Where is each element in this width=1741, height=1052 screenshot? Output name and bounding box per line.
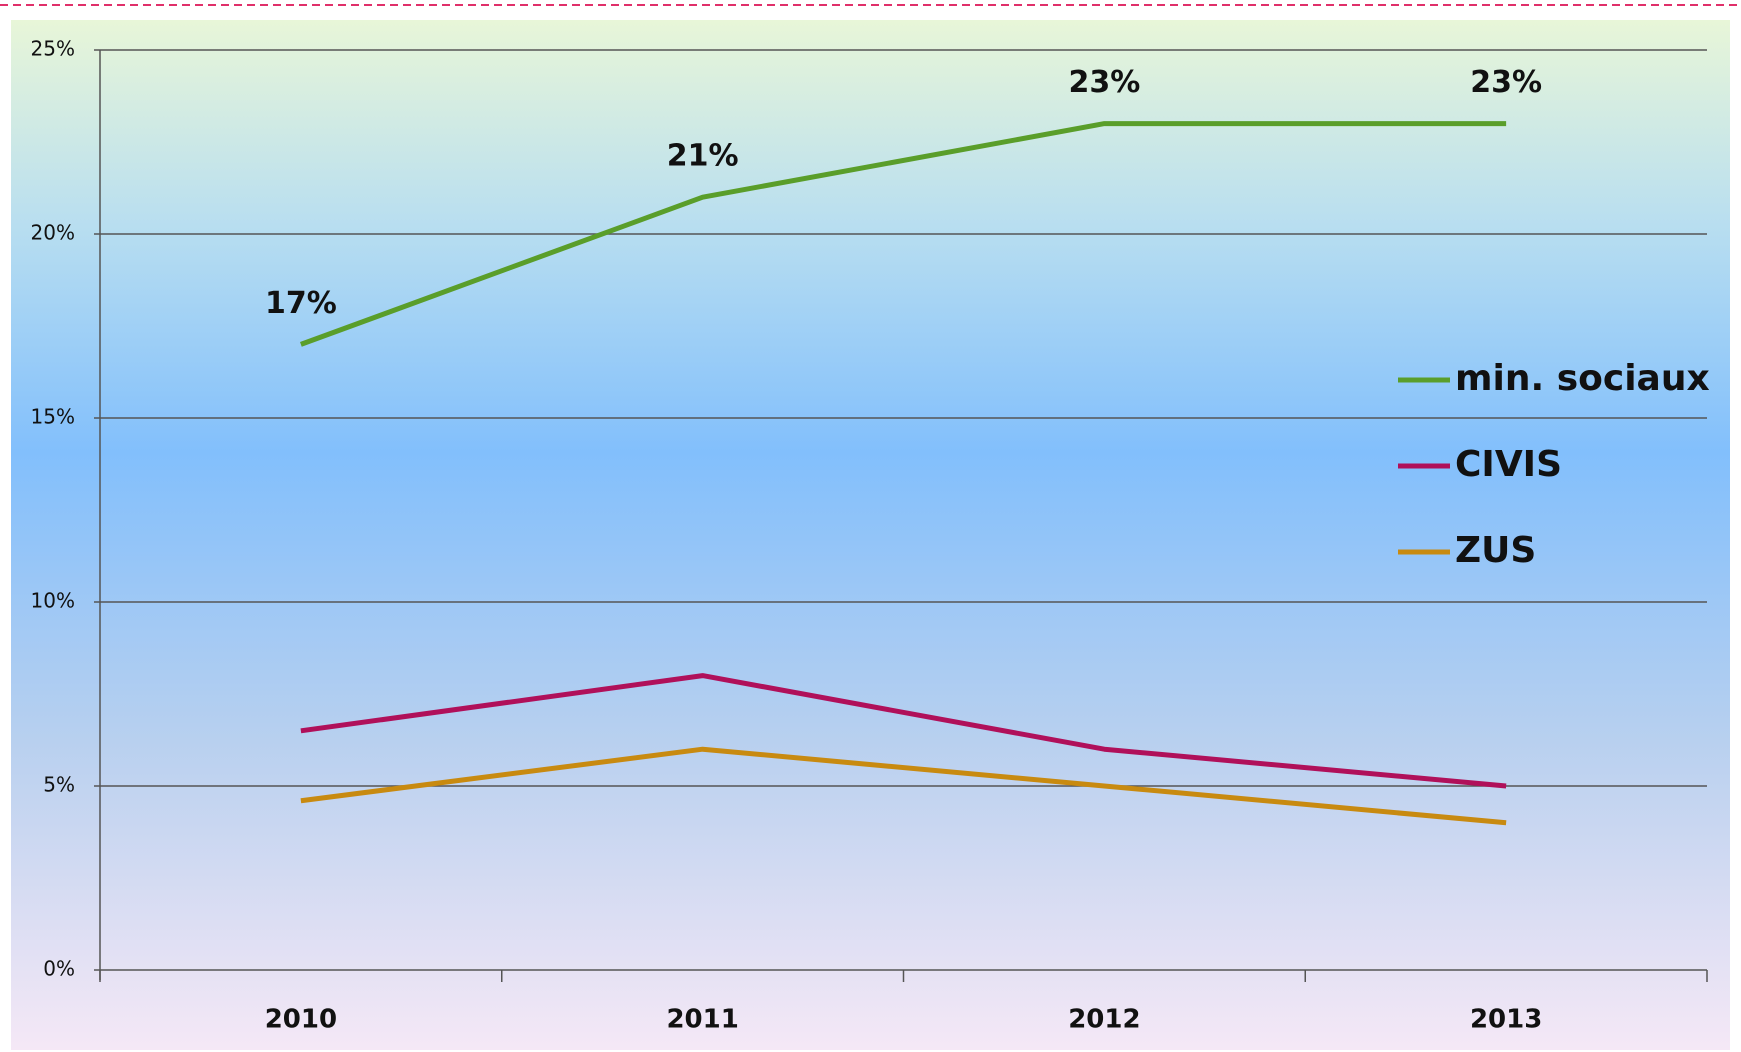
legend-label: min. sociaux: [1455, 358, 1710, 399]
y-tick-label: 10%: [31, 589, 75, 613]
y-tick-label: 0%: [43, 957, 75, 981]
plot-background: [11, 20, 1730, 1050]
y-tick-label: 20%: [31, 221, 75, 245]
x-tick-label: 2010: [265, 1005, 337, 1035]
data-label: 23%: [1068, 65, 1140, 100]
x-tick-label: 2013: [1470, 1005, 1542, 1035]
data-label: 21%: [667, 139, 739, 174]
legend-label: CIVIS: [1455, 444, 1562, 485]
series-line: [300, 121, 1507, 347]
x-tick-label: 2012: [1068, 1005, 1140, 1035]
data-label: 17%: [265, 286, 337, 321]
data-label: 23%: [1470, 65, 1542, 100]
series-line: [300, 746, 1507, 826]
series-line: [300, 673, 1507, 789]
y-tick-label: 15%: [31, 405, 75, 429]
legend-label: ZUS: [1455, 530, 1536, 571]
y-tick-label: 5%: [43, 773, 75, 797]
y-tick-label: 25%: [31, 37, 75, 61]
x-tick-label: 2011: [666, 1005, 738, 1035]
